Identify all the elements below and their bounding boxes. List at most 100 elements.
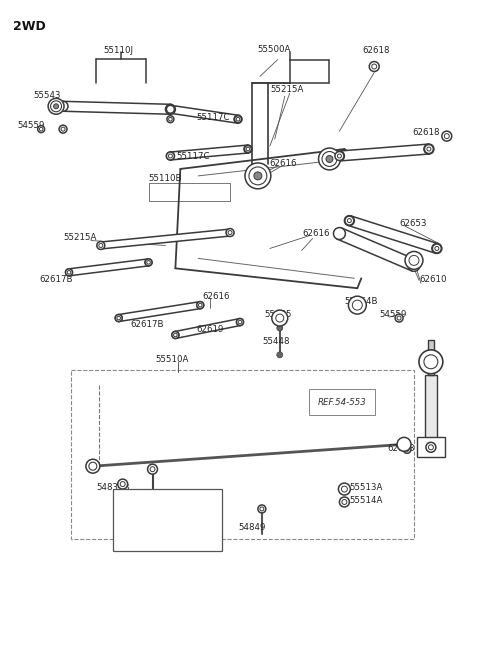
Circle shape (228, 231, 232, 234)
Circle shape (150, 516, 155, 521)
Circle shape (426, 442, 436, 452)
Circle shape (249, 167, 267, 185)
Circle shape (258, 505, 266, 513)
Circle shape (147, 261, 150, 264)
Circle shape (424, 355, 438, 369)
Circle shape (174, 333, 177, 337)
Circle shape (48, 98, 64, 114)
Text: 55530A: 55530A (141, 540, 174, 549)
Circle shape (319, 148, 340, 170)
Polygon shape (63, 102, 170, 114)
Circle shape (341, 486, 348, 492)
Text: 55110B: 55110B (148, 174, 182, 183)
Bar (71, 370, 414, 539)
Circle shape (246, 147, 250, 151)
Circle shape (137, 495, 141, 499)
Text: 54839B: 54839B (148, 503, 182, 512)
Circle shape (59, 125, 67, 133)
Circle shape (167, 152, 174, 160)
Circle shape (432, 244, 442, 253)
Text: 55117C: 55117C (196, 113, 230, 122)
Circle shape (150, 467, 155, 472)
Text: 62619: 62619 (196, 325, 224, 334)
Circle shape (276, 314, 284, 322)
Polygon shape (175, 318, 240, 339)
Circle shape (158, 516, 167, 525)
Circle shape (409, 255, 419, 265)
Polygon shape (348, 216, 438, 253)
Circle shape (405, 447, 409, 451)
Circle shape (238, 320, 242, 324)
Circle shape (435, 246, 439, 250)
Circle shape (326, 155, 333, 162)
Circle shape (115, 314, 122, 322)
Circle shape (419, 350, 443, 374)
Circle shape (147, 514, 157, 524)
Circle shape (277, 352, 283, 358)
Circle shape (272, 310, 288, 326)
Polygon shape (339, 144, 429, 161)
Bar (428, 340, 434, 375)
Circle shape (338, 483, 350, 495)
Circle shape (97, 242, 105, 250)
Circle shape (444, 134, 449, 139)
Text: 55500A: 55500A (257, 45, 290, 54)
Polygon shape (118, 302, 201, 322)
Circle shape (277, 325, 283, 331)
Circle shape (61, 127, 65, 131)
Circle shape (160, 519, 165, 523)
Circle shape (120, 481, 125, 487)
Text: 54849: 54849 (238, 523, 265, 532)
Circle shape (166, 104, 175, 114)
Circle shape (345, 216, 354, 225)
Text: 55215A: 55215A (63, 233, 96, 242)
Circle shape (97, 242, 104, 249)
Circle shape (244, 145, 252, 153)
Circle shape (172, 331, 179, 339)
Text: 55513A: 55513A (349, 483, 383, 492)
Circle shape (37, 126, 45, 132)
Text: 54559: 54559 (17, 121, 45, 130)
Text: 62617B: 62617B (39, 275, 72, 284)
Circle shape (397, 316, 401, 320)
Circle shape (167, 105, 174, 113)
Circle shape (424, 144, 434, 154)
Circle shape (429, 445, 433, 450)
Circle shape (172, 331, 179, 339)
Circle shape (67, 271, 71, 274)
Circle shape (369, 62, 379, 71)
Text: 55448: 55448 (263, 337, 290, 346)
Bar (113, 489, 222, 551)
Circle shape (372, 64, 377, 69)
Circle shape (237, 318, 243, 326)
Circle shape (352, 300, 362, 310)
Text: 55110J: 55110J (104, 46, 134, 54)
Polygon shape (100, 229, 230, 249)
Polygon shape (337, 228, 416, 271)
Circle shape (118, 479, 128, 489)
Circle shape (39, 127, 43, 131)
Circle shape (335, 151, 344, 160)
Circle shape (342, 500, 347, 504)
Circle shape (227, 229, 234, 236)
Circle shape (348, 219, 351, 223)
Text: 55117C: 55117C (176, 152, 210, 161)
Circle shape (397, 438, 411, 451)
Circle shape (348, 296, 366, 314)
Text: 54838: 54838 (119, 496, 146, 505)
Circle shape (168, 154, 172, 158)
Circle shape (65, 269, 72, 276)
Text: 54559: 54559 (379, 310, 407, 319)
Circle shape (339, 497, 349, 507)
Text: REF.54-553: REF.54-553 (318, 398, 366, 407)
Circle shape (236, 117, 240, 121)
Circle shape (234, 115, 242, 123)
Circle shape (65, 269, 72, 276)
Text: 62653: 62653 (399, 219, 427, 228)
Text: 62618: 62618 (412, 128, 440, 137)
Circle shape (322, 151, 337, 166)
Circle shape (254, 172, 262, 180)
Text: 62618: 62618 (387, 444, 415, 453)
Circle shape (337, 154, 341, 158)
Circle shape (432, 244, 441, 253)
